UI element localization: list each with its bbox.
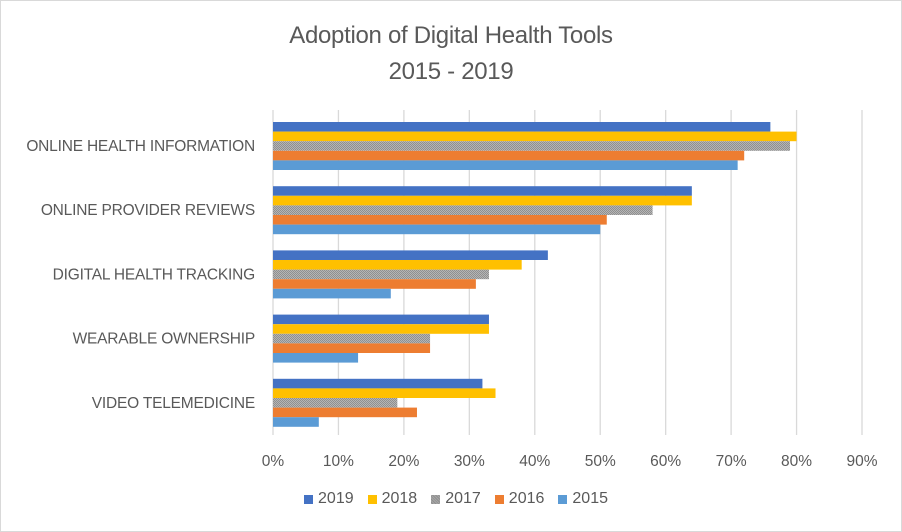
legend-swatch (558, 494, 568, 504)
x-tick-label: 90% (846, 453, 877, 470)
legend-item-2018: 2018 (367, 490, 418, 508)
bar-2019-0 (273, 122, 771, 132)
x-tick-label: 60% (650, 453, 681, 470)
bar-2015-1 (273, 224, 601, 235)
x-tick-label: 30% (454, 453, 485, 470)
bars (273, 122, 797, 427)
legend-item-2017: 2017 (431, 490, 481, 508)
bar-2016-1 (273, 215, 607, 225)
legend-label: 2017 (445, 490, 481, 507)
bar-2017-2 (273, 269, 489, 280)
x-tick-label: 0% (262, 453, 285, 470)
legend-item-2019: 2019 (304, 490, 354, 508)
x-tick-label: 10% (323, 453, 354, 470)
category-label: ONLINE PROVIDER REVIEWS (41, 202, 255, 219)
legend-label: 2016 (508, 490, 545, 507)
bar-2019-3 (273, 314, 489, 325)
bar-2019-4 (273, 378, 483, 389)
bar-2016-3 (273, 343, 431, 353)
legend: 2019 2018 2017 2016 2015 (0, 490, 902, 508)
bar-2015-2 (273, 288, 391, 299)
bar-2018-1 (273, 195, 692, 206)
bar-2017-0 (273, 141, 791, 151)
legend-label: 2015 (572, 490, 608, 507)
legend-swatch (431, 494, 441, 504)
bar-2017-4 (273, 398, 398, 408)
bar-2019-1 (273, 186, 692, 196)
chart-title: Adoption of Digital Health Tools (289, 22, 613, 49)
x-tick-label: 20% (388, 453, 419, 470)
category-label: ONLINE HEALTH INFORMATION (26, 138, 255, 155)
category-label: WEARABLE OWNERSHIP (73, 331, 255, 348)
x-tick-label: 40% (519, 453, 550, 470)
legend-swatch (304, 494, 314, 504)
bar-2018-0 (273, 131, 797, 142)
bar-2015-3 (273, 353, 359, 363)
category-label: DIGITAL HEALTH TRACKING (53, 266, 255, 283)
bar-2017-1 (273, 205, 653, 215)
category-label: VIDEO TELEMEDICINE (92, 395, 255, 412)
bar-2019-2 (273, 250, 548, 260)
legend-label: 2019 (318, 490, 354, 507)
legend-item-2015: 2015 (558, 490, 608, 508)
bar-2018-4 (273, 388, 496, 398)
chart-subtitle: 2015 - 2019 (388, 58, 514, 85)
bar-2016-2 (273, 279, 476, 289)
bar-2018-3 (273, 324, 489, 334)
legend-swatch (494, 494, 504, 504)
legend-item-2016: 2016 (494, 490, 545, 508)
x-tick-label: 70% (716, 453, 747, 470)
x-tick-label: 80% (781, 453, 812, 470)
legend-swatch (367, 494, 377, 504)
category-labels: ONLINE HEALTH INFORMATION ONLINE PROVIDER… (26, 138, 255, 412)
bar-2016-4 (273, 407, 417, 418)
x-tick-label: 50% (585, 453, 616, 470)
legend-label: 2018 (381, 490, 418, 507)
x-tick-labels: 0% 10% 20% 30% 40% 50% 60% 70% 80% 90% (262, 453, 878, 470)
bar-2017-3 (273, 333, 431, 344)
bar-2015-0 (273, 160, 738, 170)
bar-2018-2 (273, 260, 522, 270)
bar-2016-0 (273, 150, 745, 161)
bar-2015-4 (273, 417, 319, 427)
